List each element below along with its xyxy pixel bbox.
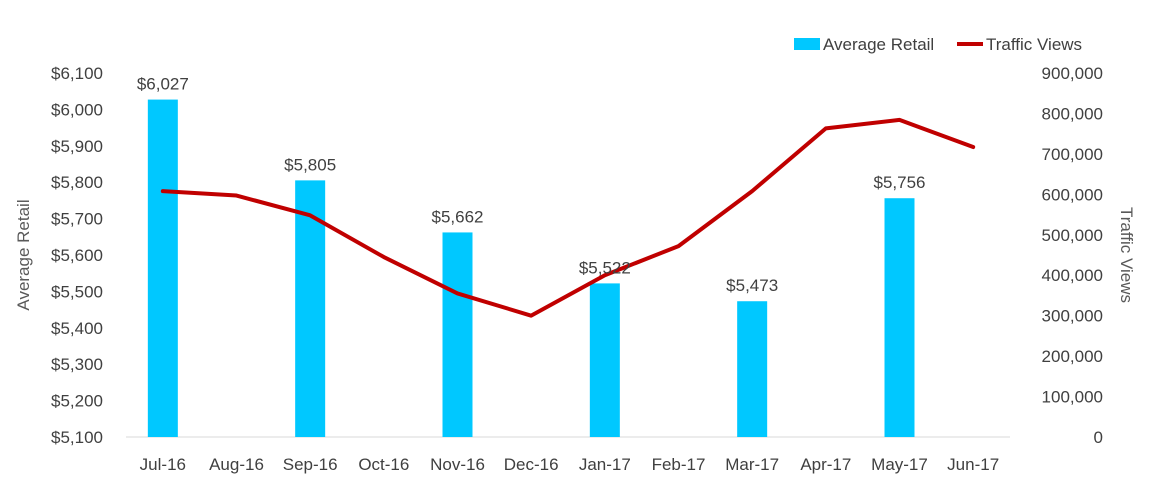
y-tick-label: $5,500	[51, 282, 103, 301]
y2-tick-label: 0	[1094, 428, 1103, 447]
y2-axis-ticks: 0 100,000 200,000 300,000 400,000 500,000 600,…	[1042, 64, 1103, 447]
y2-tick-label: 400,000	[1042, 266, 1103, 285]
y2-tick-label: 600,000	[1042, 185, 1103, 204]
y2-tick-label: 800,000	[1042, 104, 1103, 123]
line-point	[751, 190, 753, 192]
bar	[147, 99, 178, 438]
y2-tick-label: 900,000	[1042, 64, 1103, 83]
y2-tick-label: 300,000	[1042, 307, 1103, 326]
x-tick-label: Aug-16	[209, 455, 264, 474]
x-tick-label: Jan-17	[579, 455, 631, 474]
bar-data-label: $5,473	[726, 276, 778, 295]
line-point	[236, 195, 237, 197]
bar-data-label: $6,027	[137, 75, 189, 94]
line-point	[899, 119, 900, 121]
bar	[884, 198, 915, 437]
y-tick-label: $6,000	[51, 100, 103, 119]
line-point	[678, 245, 679, 247]
x-tick-label: Mar-17	[725, 455, 779, 474]
line-series-traffic-views	[160, 117, 976, 318]
line-point	[604, 274, 606, 276]
x-tick-label: Jul-16	[140, 455, 186, 474]
bar-data-label: $5,522	[579, 258, 631, 277]
y2-tick-label: 100,000	[1042, 388, 1103, 407]
y-tick-label: $5,300	[51, 355, 103, 374]
legend-swatch-average-retail	[794, 38, 820, 50]
y-axis-title: Average Retail	[14, 199, 33, 310]
x-tick-label: Sep-16	[283, 455, 338, 474]
x-tick-label: Dec-16	[504, 455, 559, 474]
x-tick-label: Apr-17	[800, 455, 851, 474]
line-point	[972, 146, 974, 148]
legend: Average Retail Traffic Views	[794, 35, 1082, 54]
line-point	[162, 190, 164, 192]
bar-data-label: $5,662	[432, 207, 484, 226]
line-point	[825, 127, 827, 129]
y-tick-label: $5,200	[51, 392, 103, 411]
y-tick-label: $5,100	[51, 428, 103, 447]
bar	[737, 301, 768, 437]
bar	[295, 180, 326, 437]
y-tick-label: $5,700	[51, 210, 103, 229]
bar-data-label: $5,756	[874, 173, 926, 192]
line-point	[530, 315, 532, 317]
bar	[442, 232, 473, 437]
x-tick-label: Jun-17	[947, 455, 999, 474]
x-tick-label: Oct-16	[358, 455, 409, 474]
y-tick-label: $5,600	[51, 246, 103, 265]
y2-tick-label: 700,000	[1042, 145, 1103, 164]
x-tick-label: May-17	[871, 455, 928, 474]
x-tick-label: Feb-17	[652, 455, 706, 474]
bar-data-label: $5,805	[284, 155, 336, 174]
line-point	[309, 214, 311, 216]
y2-axis-title: Traffic Views	[1117, 207, 1136, 303]
line-point	[457, 292, 458, 294]
y-axis-ticks: $5,100 $5,200 $5,300 $5,400 $5,500 $5,600 $5,7…	[51, 64, 103, 447]
bar	[589, 283, 620, 437]
y2-tick-label: 200,000	[1042, 347, 1103, 366]
legend-label-traffic-views: Traffic Views	[986, 35, 1082, 54]
y-tick-label: $6,100	[51, 64, 103, 83]
x-tick-label: Nov-16	[430, 455, 485, 474]
bar-series-average-retail	[147, 99, 915, 438]
y2-tick-label: 500,000	[1042, 226, 1103, 245]
bar-data-labels: $6,027 $5,805 $5,662 $5,522 $5,473 $5,756	[137, 75, 926, 296]
traffic-views-line	[160, 117, 976, 318]
line-point	[383, 256, 385, 258]
y-tick-label: $5,400	[51, 319, 103, 338]
x-axis-ticks: Jul-16 Aug-16 Sep-16 Oct-16 Nov-16 Dec-16 Jan-…	[140, 455, 999, 474]
legend-label-average-retail: Average Retail	[823, 35, 934, 54]
y-tick-label: $5,800	[51, 173, 103, 192]
y-tick-label: $5,900	[51, 137, 103, 156]
